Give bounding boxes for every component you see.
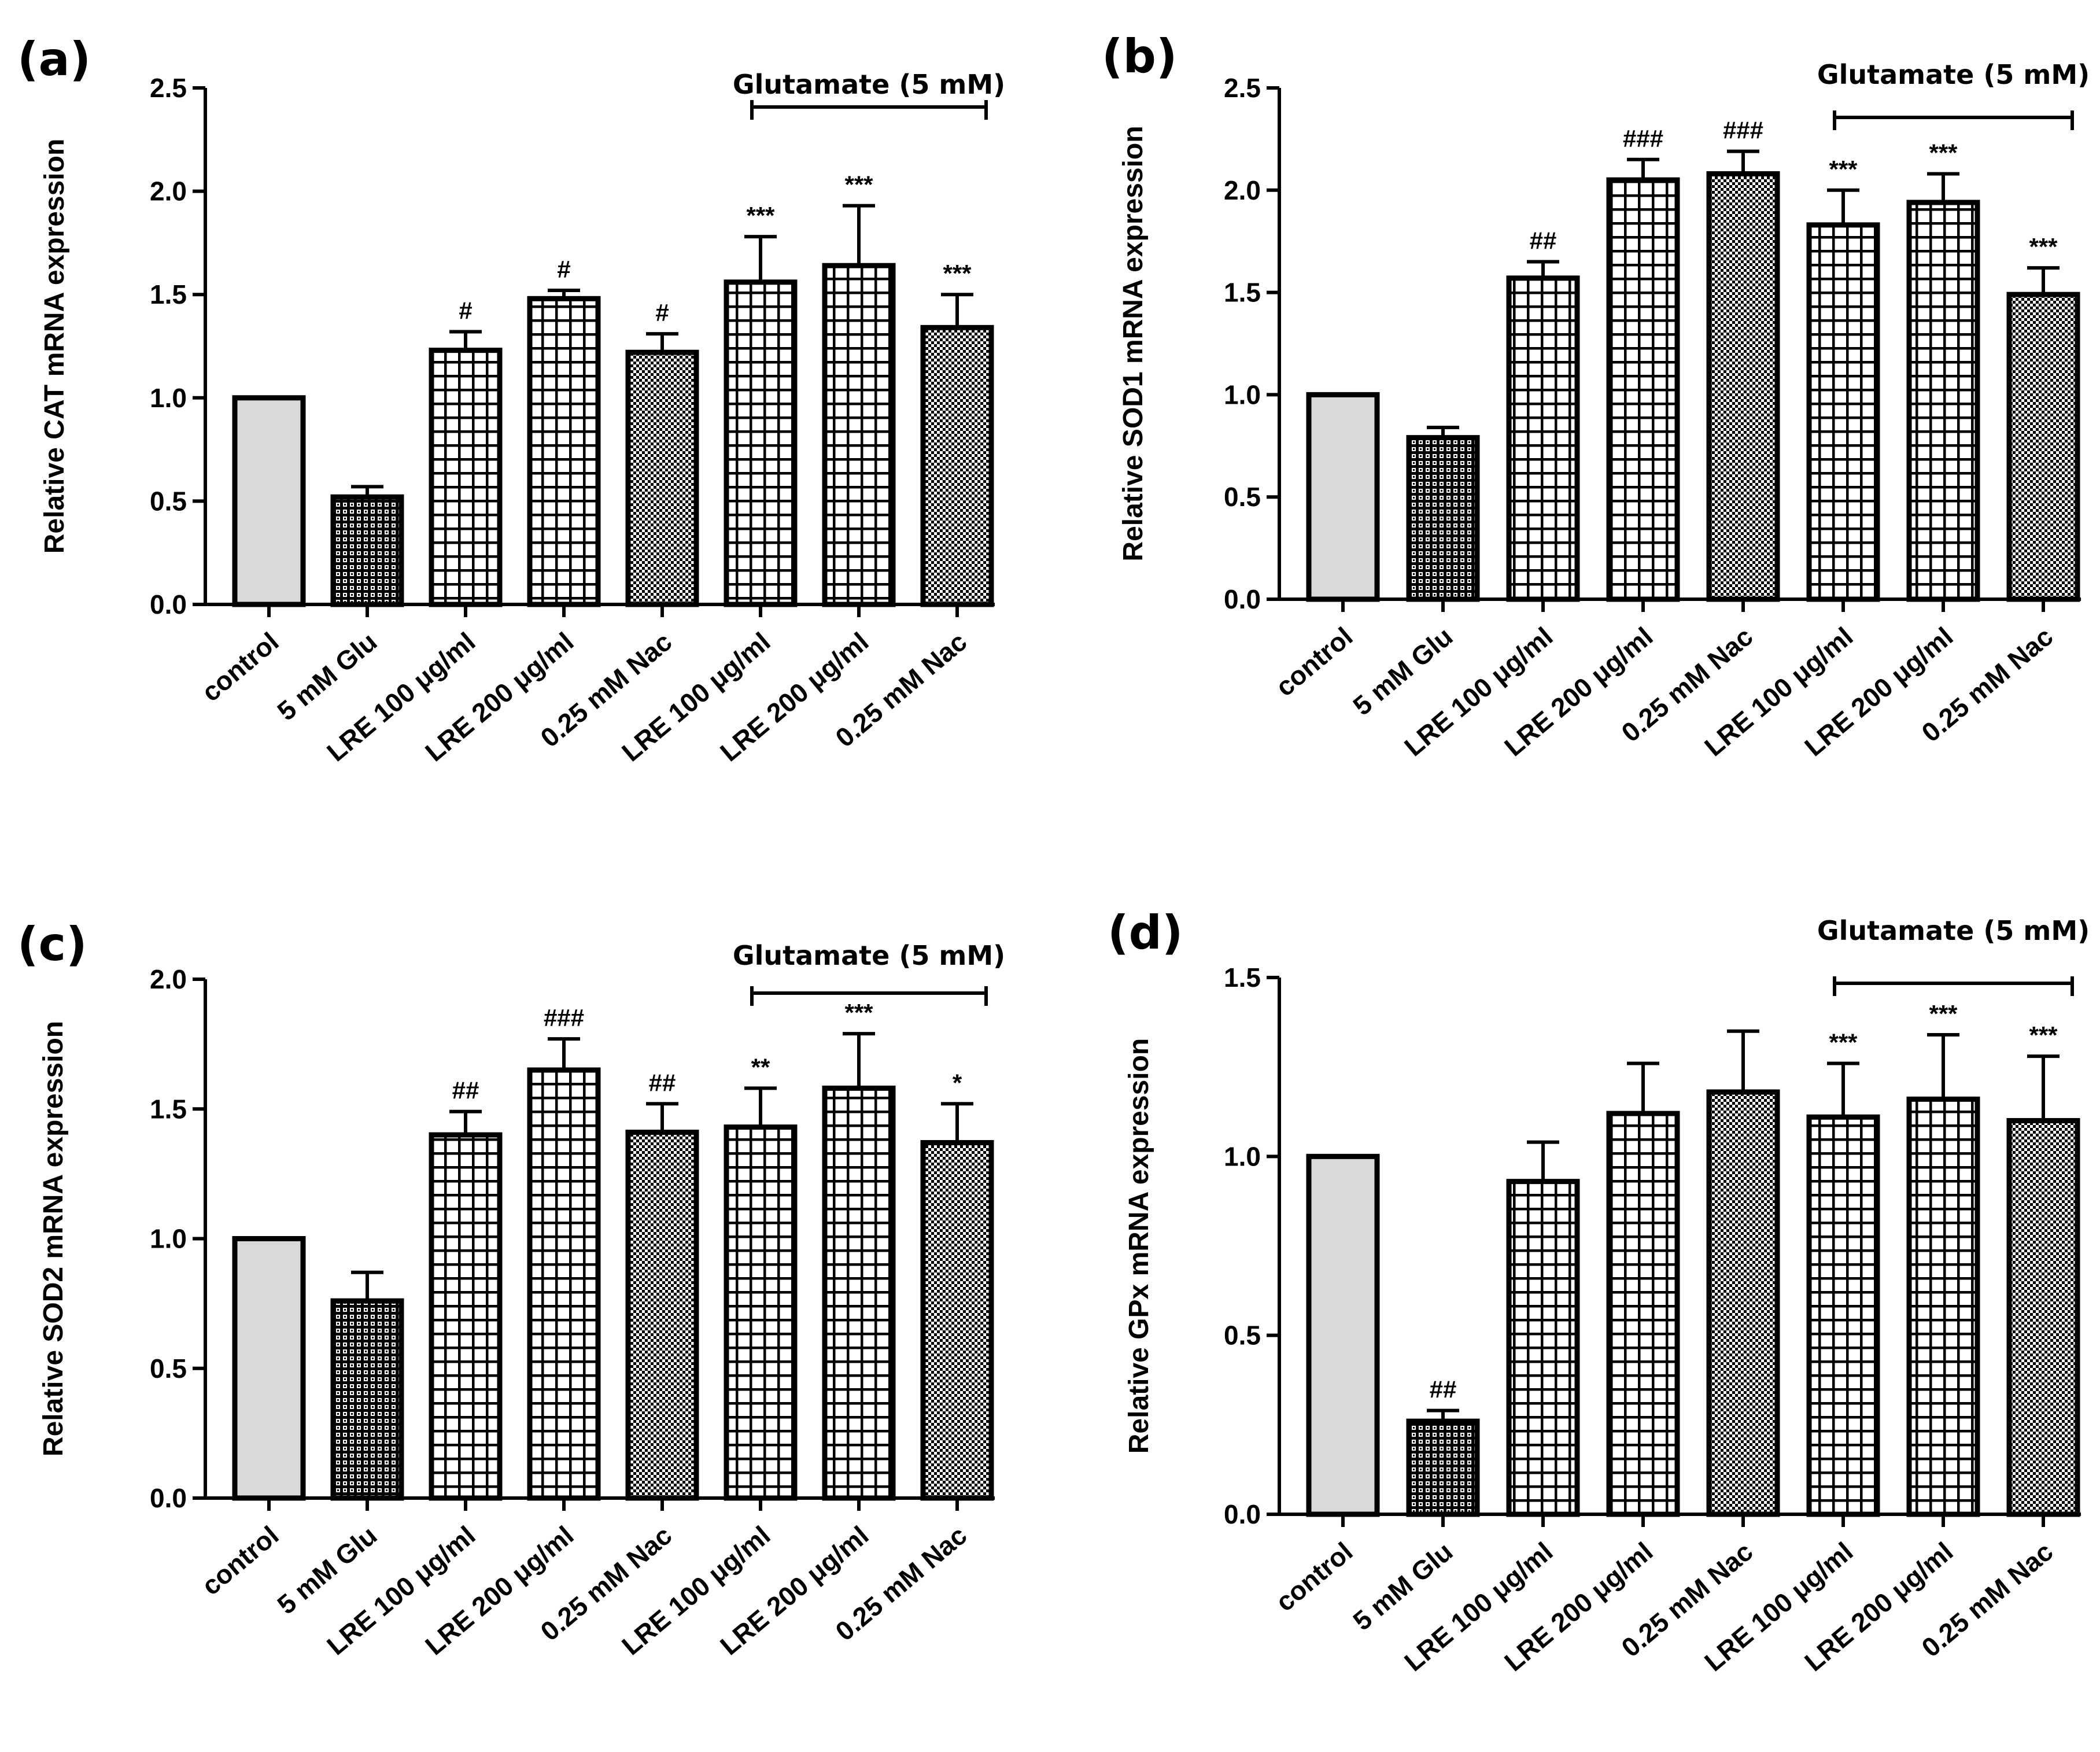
- y-tick-label: 1.5: [150, 1094, 187, 1124]
- significance-marker: ##: [649, 1069, 676, 1096]
- y-tick-label: 2.5: [1224, 73, 1261, 103]
- bar: [232, 395, 306, 607]
- y-tick-label: 2.0: [1224, 175, 1261, 205]
- y-tick-label: 2.0: [150, 176, 187, 206]
- y-tick-label: 1.0: [1224, 1141, 1261, 1171]
- chart-panel-1: (b) Relative SOD1 mRNA expression 0.0 0.5 1.…: [1102, 29, 2090, 762]
- significance-marker: ###: [544, 1004, 584, 1031]
- significance-marker: ***: [746, 202, 775, 229]
- y-axis-label: Relative GPx mRNA expression: [1124, 1038, 1154, 1454]
- bar: [1506, 1179, 1580, 1517]
- significance-marker: ***: [1829, 1028, 1858, 1056]
- bar: [1706, 171, 1780, 602]
- bar: [1406, 1418, 1480, 1517]
- bar: [1606, 177, 1680, 602]
- y-tick-label: 0.0: [150, 1483, 187, 1513]
- y-tick-label: 1.5: [1224, 962, 1261, 993]
- bar: [2006, 1117, 2080, 1517]
- bar: [1306, 1153, 1380, 1517]
- bar: [724, 1124, 798, 1501]
- bar: [1906, 200, 1980, 602]
- panel-label: (b): [1102, 29, 1177, 83]
- significance-marker: ###: [1723, 117, 1763, 144]
- y-tick-label: 0.5: [150, 486, 187, 516]
- y-tick-label: 1.0: [1224, 379, 1261, 410]
- bar: [1306, 392, 1380, 602]
- y-tick-label: 0.5: [150, 1353, 187, 1384]
- bar: [1806, 1114, 1880, 1517]
- significance-marker: ***: [1929, 139, 1958, 167]
- y-axis-label: Relative SOD2 mRNA expression: [38, 1021, 69, 1456]
- significance-marker: ##: [452, 1077, 479, 1104]
- significance-marker: ***: [1829, 156, 1858, 183]
- significance-marker: ##: [1430, 1376, 1457, 1403]
- bar: [1806, 222, 1880, 602]
- x-tick-label: control: [1270, 621, 1359, 702]
- significance-marker: ***: [2029, 1021, 2058, 1049]
- bar: [2006, 292, 2080, 602]
- y-tick-label: 1.5: [150, 279, 187, 309]
- bar: [1406, 435, 1480, 602]
- x-tick-label: control: [196, 626, 285, 707]
- bar: [1606, 1111, 1680, 1517]
- y-tick-label: 0.5: [1224, 482, 1261, 512]
- bar: [822, 1085, 896, 1501]
- panel-label: (d): [1108, 906, 1183, 960]
- significance-marker: ***: [943, 260, 972, 287]
- y-tick-label: 1.0: [150, 1224, 187, 1254]
- y-axis-label: Relative SOD1 mRNA expression: [1118, 126, 1149, 561]
- group-label: Glutamate (5 mM): [1817, 915, 2090, 946]
- group-label: Glutamate (5 mM): [1817, 59, 2090, 90]
- bar: [232, 1236, 306, 1501]
- significance-marker: #: [655, 299, 669, 326]
- bar: [724, 279, 798, 607]
- bar: [920, 1140, 994, 1501]
- y-tick-label: 2.0: [150, 964, 187, 994]
- bar: [625, 1130, 699, 1501]
- bar: [330, 1298, 404, 1501]
- significance-marker: ***: [2029, 233, 2058, 260]
- x-tick-label: control: [1270, 1536, 1359, 1617]
- significance-marker: #: [459, 297, 472, 324]
- significance-marker: **: [751, 1053, 770, 1080]
- y-tick-label: 1.0: [150, 383, 187, 413]
- significance-marker: ***: [844, 999, 873, 1026]
- bar: [527, 1067, 601, 1501]
- bar: [822, 263, 896, 607]
- significance-marker: ###: [1623, 125, 1663, 152]
- y-tick-label: 0.0: [1224, 1499, 1261, 1529]
- significance-marker: #: [557, 256, 570, 283]
- y-tick-label: 1.5: [1224, 278, 1261, 308]
- significance-marker: ***: [844, 171, 873, 198]
- y-tick-label: 2.5: [150, 73, 187, 103]
- y-axis-label: Relative CAT mRNA expression: [39, 139, 70, 554]
- panel-label: (a): [17, 32, 91, 86]
- y-tick-label: 0.5: [1224, 1321, 1261, 1351]
- bar: [527, 296, 601, 607]
- panel-label: (c): [17, 917, 87, 971]
- significance-marker: ##: [1530, 227, 1557, 254]
- chart-panel-3: (d) Relative GPx mRNA expression 0.0 0.5 1.0…: [1108, 906, 2090, 1677]
- bar: [1906, 1096, 1980, 1517]
- group-label: Glutamate (5 mM): [733, 940, 1005, 971]
- x-tick-label: control: [196, 1520, 285, 1601]
- bar: [330, 494, 404, 607]
- bar: [920, 324, 994, 607]
- chart-panel-2: (c) Relative SOD2 mRNA expression 0.0 0.5 1.…: [17, 917, 1005, 1661]
- bar: [625, 349, 699, 607]
- bar: [429, 348, 503, 607]
- panels: (a) Relative CAT mRNA expression 0.0 0.5 1.0…: [17, 29, 2090, 1677]
- bar: [1506, 275, 1580, 602]
- bar: [1706, 1089, 1780, 1517]
- group-label: Glutamate (5 mM): [733, 69, 1005, 100]
- y-tick-label: 0.0: [1224, 584, 1261, 614]
- significance-marker: *: [953, 1069, 962, 1096]
- bar: [429, 1132, 503, 1501]
- y-tick-label: 0.0: [150, 589, 187, 619]
- significance-marker: ***: [1929, 1000, 1958, 1027]
- chart-panel-0: (a) Relative CAT mRNA expression 0.0 0.5 1.0…: [17, 32, 1005, 767]
